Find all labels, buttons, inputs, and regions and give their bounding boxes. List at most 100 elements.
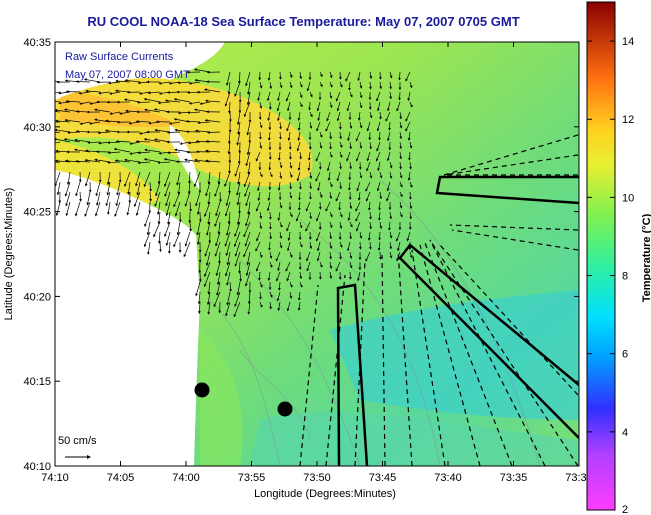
- current-vector: [347, 241, 351, 252]
- current-vector: [399, 131, 403, 140]
- current-vector: [84, 201, 91, 217]
- current-vector: [164, 171, 171, 187]
- current-vector: [406, 231, 411, 242]
- current-vector: [164, 181, 171, 197]
- current-vector: [316, 211, 321, 222]
- y-tick-label: 40:10: [23, 461, 51, 473]
- current-vector: [299, 241, 303, 248]
- current-vector: [399, 141, 403, 150]
- current-vector: [319, 261, 323, 268]
- current-vector: [224, 261, 231, 277]
- current-vector: [189, 201, 192, 212]
- current-vector: [124, 171, 131, 187]
- current-vector: [329, 241, 333, 249]
- current-vector: [115, 140, 131, 143]
- current-vector: [389, 251, 393, 259]
- current-vector: [214, 241, 221, 257]
- x-tick-label: 73:30: [565, 472, 593, 484]
- current-vector: [234, 241, 241, 257]
- current-vector: [259, 251, 263, 259]
- current-vector: [79, 101, 91, 105]
- current-vector: [127, 181, 131, 195]
- current-vector: [229, 281, 232, 292]
- current-vector: [389, 71, 393, 79]
- current-vector: [106, 161, 121, 164]
- current-vector: [243, 241, 251, 258]
- current-vector: [164, 221, 171, 237]
- current-vector: [94, 201, 101, 217]
- current-vector: [398, 71, 402, 81]
- current-vector: [315, 231, 321, 242]
- current-vector: [288, 151, 292, 160]
- current-vector: [316, 251, 321, 262]
- current-vector: [228, 161, 231, 174]
- current-vector: [236, 191, 241, 206]
- current-vector: [267, 271, 271, 281]
- current-vector: [405, 111, 411, 122]
- current-vector: [144, 211, 151, 227]
- current-vector: [388, 221, 391, 231]
- current-vector: [234, 161, 241, 177]
- current-vector: [309, 91, 313, 98]
- current-vector: [245, 151, 251, 167]
- transect-lines: [299, 134, 579, 466]
- current-vector: [279, 81, 283, 89]
- current-vector: [176, 171, 181, 186]
- current-vector: [355, 211, 361, 222]
- y-tick-label: 40:30: [23, 122, 51, 134]
- current-vector: [396, 101, 401, 112]
- current-vector: [147, 91, 161, 95]
- current-vector: [137, 151, 151, 155]
- current-vector: [319, 191, 323, 199]
- current-vector: [204, 241, 211, 257]
- current-vector: [399, 211, 403, 218]
- current-vector: [204, 99, 221, 103]
- current-vector: [247, 301, 251, 315]
- current-vector: [377, 241, 381, 251]
- current-vector: [349, 221, 353, 228]
- colorbar-label: Temperature (°C): [641, 213, 651, 302]
- current-vector: [196, 221, 201, 236]
- current-vector: [346, 151, 351, 162]
- current-vector: [168, 121, 181, 125]
- current-vector: [137, 161, 151, 165]
- current-vector: [79, 191, 82, 202]
- current-vector: [397, 241, 401, 252]
- current-vector: [317, 111, 321, 122]
- current-vector: [379, 111, 382, 120]
- current-vector: [279, 201, 283, 209]
- current-vector: [225, 191, 231, 207]
- current-vector: [389, 171, 393, 179]
- current-vector: [339, 151, 343, 159]
- current-vector: [135, 140, 151, 143]
- current-vector: [329, 71, 333, 79]
- current-vector: [325, 121, 331, 132]
- current-vector: [257, 91, 261, 102]
- current-vector: [188, 101, 201, 105]
- current-vector: [347, 131, 351, 142]
- current-vector: [136, 181, 141, 196]
- current-vector: [238, 201, 241, 214]
- current-vector: [349, 251, 353, 259]
- current-vector: [226, 71, 231, 86]
- current-vector: [297, 131, 301, 142]
- current-vector: [319, 71, 323, 78]
- current-vector: [143, 171, 151, 188]
- current-vector: [116, 181, 121, 196]
- current-vector: [55, 201, 61, 216]
- current-vector: [225, 241, 231, 257]
- current-vector: [305, 201, 311, 212]
- current-vector: [329, 181, 333, 188]
- current-vector: [157, 201, 161, 215]
- current-vector: [399, 191, 403, 198]
- current-vector: [158, 231, 161, 244]
- current-vector: [259, 141, 263, 149]
- current-vector: [399, 161, 402, 170]
- current-vector: [269, 301, 272, 310]
- current-vector: [255, 261, 261, 272]
- current-vector: [267, 111, 271, 122]
- current-vector: [157, 101, 171, 105]
- current-vector: [329, 221, 333, 229]
- current-vector: [389, 91, 393, 100]
- current-vector: [279, 221, 283, 228]
